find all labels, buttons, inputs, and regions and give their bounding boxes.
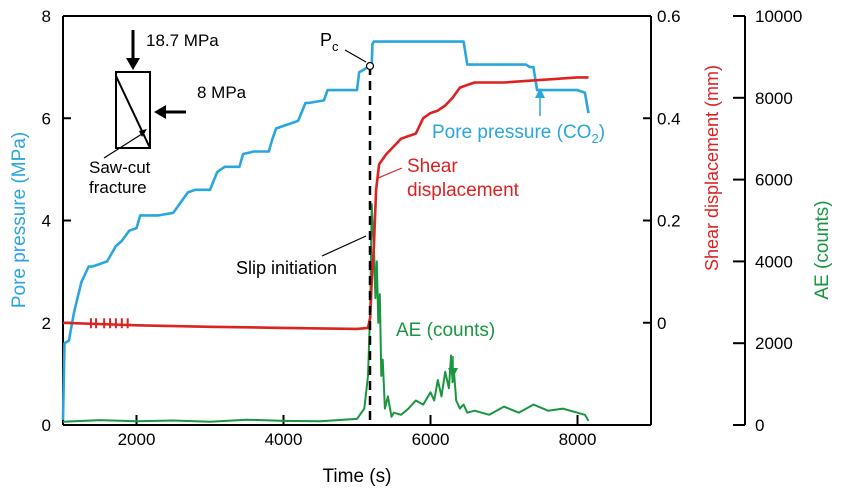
saw-cut-line (115, 75, 151, 149)
annotation-saw-cut: Saw-cut (89, 158, 151, 177)
annotation-pore-pressure: Pore pressure (CO2) (432, 122, 605, 146)
x-tick-label: 8000 (559, 430, 597, 449)
ae-tick-label: 4000 (755, 252, 793, 271)
tick-layer: 2000 4000 6000 8000 0 2 4 6 8 0 0.2 0.4 0.6 0 2000 4000… (42, 7, 803, 449)
shear-pointer (377, 167, 403, 179)
sample-rect (115, 71, 151, 149)
ae-pointer-head (448, 368, 458, 378)
x-axis-title: Time (s) (323, 466, 392, 487)
annotation-ae: AE (counts) (396, 320, 495, 341)
saw-cut-pointer (103, 131, 146, 159)
ae-axis-title: AE (counts) (812, 200, 833, 299)
shear-marks (89, 318, 129, 329)
slip-pointer (321, 235, 367, 257)
ae-tick-label: 6000 (755, 171, 793, 190)
annotation-confining-stress: 8 MPa (197, 83, 247, 102)
x-tick-label: 2000 (118, 430, 156, 449)
x-tick-label: 6000 (412, 430, 450, 449)
annotation-pc-main: P (320, 30, 332, 50)
shear-tick-label: 0.2 (657, 212, 681, 231)
pore-tick-label: 8 (42, 7, 51, 26)
pore-pressure-series-line (61, 40, 590, 420)
pore-tick-label: 6 (42, 109, 51, 128)
x-tick-label: 4000 (265, 430, 303, 449)
pore-tick-label: 0 (42, 416, 51, 435)
ae-tick-label: 0 (755, 416, 764, 435)
saw-cut-pointer-head (139, 129, 147, 137)
annotation-axial-stress: 18.7 MPa (146, 31, 219, 50)
confining-load-arrowhead (154, 105, 166, 119)
pc-pointer (344, 49, 367, 63)
annotation-fracture: fracture (89, 178, 147, 197)
pore-axis-title: Pore pressure (MPa) (9, 132, 30, 308)
annotation-pore-sub: 2 (591, 131, 598, 146)
ae-tick-label: 10000 (755, 7, 802, 26)
annotation-pore-main: Pore pressure (CO (432, 122, 591, 143)
pc-marker (365, 61, 375, 71)
annotation-slip-initiation: Slip initiation (236, 258, 337, 278)
pore-pointer-head (535, 88, 545, 98)
shear-tick-label: 0.4 (657, 109, 681, 128)
ae-series-line (62, 203, 590, 423)
axes (62, 15, 746, 426)
axial-load-arrowhead (126, 58, 140, 70)
pore-tick-label: 2 (42, 314, 51, 333)
annotation-displacement: displacement (407, 180, 520, 201)
pore-tick-label: 4 (42, 212, 51, 231)
shear-axis-title: Shear displacement (mm) (702, 65, 722, 271)
series-layer (61, 40, 590, 423)
ae-tick-label: 2000 (755, 334, 793, 353)
shear-tick-label: 0.6 (657, 7, 681, 26)
shear-displacement-series-line (62, 76, 589, 331)
annotation-shear: Shear (407, 156, 458, 177)
annotation-pc: Pc (320, 30, 339, 54)
annotation-pore-tail: ) (599, 122, 605, 143)
ae-tick-label: 8000 (755, 89, 793, 108)
shear-tick-label: 0 (657, 314, 666, 333)
annotation-pc-sub: c (332, 39, 339, 54)
sample-schematic (103, 30, 186, 159)
